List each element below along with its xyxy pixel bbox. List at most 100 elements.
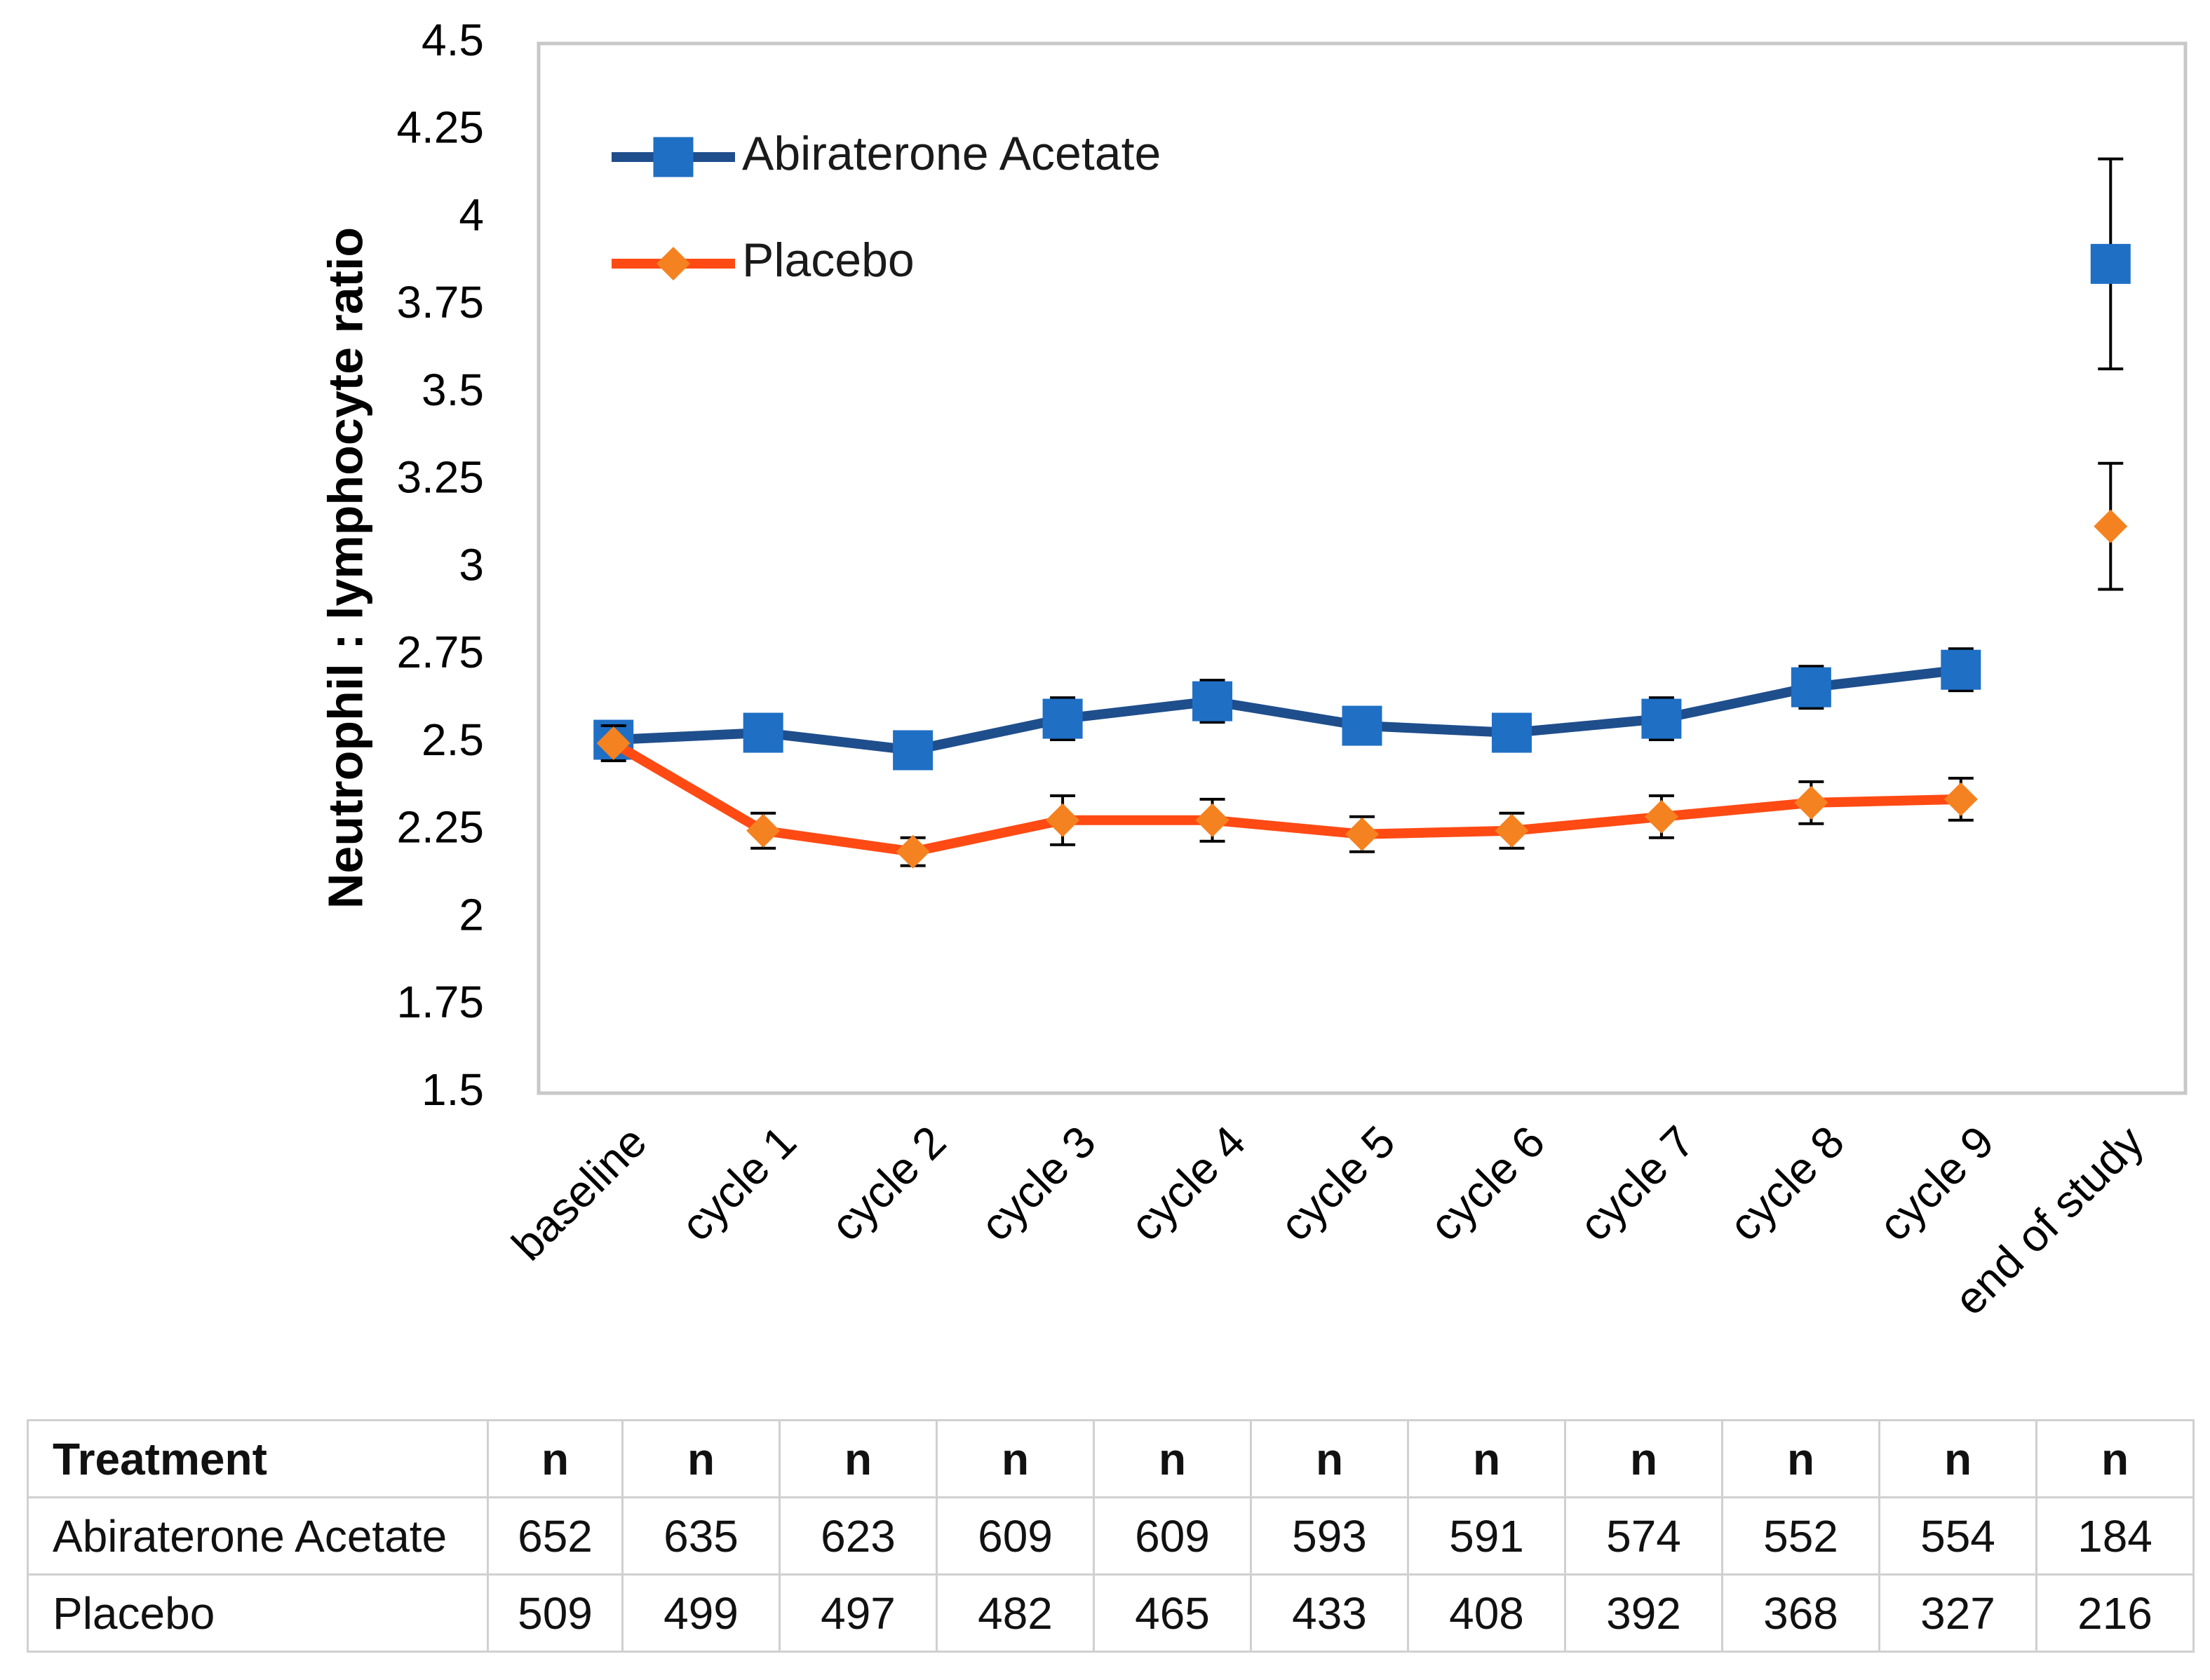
data-point — [1195, 803, 1229, 837]
table-cell: 652 — [487, 1496, 624, 1576]
legend-marker — [656, 247, 690, 280]
x-tick-label: cycle 4 — [1121, 1116, 1255, 1251]
y-tick-label: 2.25 — [396, 802, 484, 853]
table-row-label: Placebo — [27, 1573, 489, 1653]
series-placebo — [596, 461, 2128, 869]
data-point — [896, 834, 930, 869]
data-point — [596, 726, 631, 760]
y-axis-label: Neutrophil : lymphocyte ratio — [318, 227, 372, 909]
n-table-header-row: Treatment n n n n n n n n n n n — [27, 1419, 2195, 1498]
data-point — [1046, 803, 1080, 837]
legend: Abiraterone Acetate Placebo — [612, 127, 1161, 287]
table-header-n: n — [1564, 1419, 1723, 1498]
table-cell: 184 — [2035, 1496, 2195, 1576]
series-line — [613, 665, 1962, 755]
y-axis-ticks: 4.5 4.25 4 3.75 3.5 3.25 3 2.75 2.5 2.25 2 1.75 1.5 — [396, 15, 484, 1115]
data-point — [1794, 785, 1828, 820]
x-tick-label: baseline — [502, 1116, 656, 1270]
plot-area — [537, 41, 2188, 1095]
y-tick-label: 3.25 — [396, 452, 484, 503]
y-tick-label: 3.5 — [422, 365, 484, 415]
data-point — [1192, 681, 1233, 722]
table-cell: 433 — [1250, 1573, 1409, 1653]
legend-item: Abiraterone Acetate — [612, 127, 1161, 180]
table-header-n: n — [621, 1419, 781, 1498]
series-layer — [593, 157, 2131, 869]
data-point — [1491, 712, 1532, 753]
data-point — [1791, 667, 1831, 707]
table-cell: 482 — [936, 1573, 1095, 1653]
x-tick-label: cycle 2 — [821, 1116, 956, 1251]
y-tick-label: 2 — [459, 889, 484, 940]
y-tick-label: 4 — [459, 189, 484, 240]
table-cell: 368 — [1721, 1573, 1880, 1653]
n-table: Treatment n n n n n n n n n n n Abiraterone Acetate… — [27, 1419, 2195, 1653]
table-header-n: n — [1721, 1419, 1880, 1498]
y-tick-label: 1.75 — [396, 977, 484, 1027]
x-tick-label: cycle 1 — [671, 1116, 806, 1251]
data-point — [746, 813, 781, 848]
legend-item: Placebo — [612, 233, 915, 287]
table-header-n: n — [1878, 1419, 2037, 1498]
chart: 4.54.2543.753.53.2532.752.52.2521.751.5 … — [318, 15, 2188, 1325]
data-point — [1641, 698, 1682, 739]
data-point — [2094, 509, 2128, 543]
table-row: Placebo 509 499 497 482 465 433 408 392 368 327 216 — [27, 1573, 2195, 1653]
data-point — [1345, 817, 1379, 851]
table-header-n: n — [2035, 1419, 2195, 1498]
table-cell: 574 — [1564, 1496, 1723, 1576]
table-cell: 392 — [1564, 1573, 1723, 1653]
table-row-label: Abiraterone Acetate — [27, 1496, 489, 1576]
data-point — [2090, 243, 2131, 284]
data-point — [1941, 649, 1981, 690]
table-cell: 327 — [1878, 1573, 2037, 1653]
table-header-n: n — [487, 1419, 624, 1498]
y-tick-label: 4.25 — [396, 102, 484, 153]
y-tick-label: 1.5 — [422, 1064, 484, 1115]
table-cell: 623 — [779, 1496, 938, 1576]
series-line — [611, 738, 1961, 857]
table-cell: 408 — [1407, 1573, 1566, 1653]
x-tick-label: cycle 6 — [1420, 1116, 1554, 1251]
data-point — [1495, 813, 1529, 848]
x-tick-label: cycle 9 — [1869, 1116, 2004, 1251]
table-header-n: n — [936, 1419, 1095, 1498]
data-point — [1943, 782, 1978, 816]
y-tick-label: 2.5 — [422, 714, 484, 765]
x-tick-label: cycle 8 — [1719, 1116, 1854, 1251]
table-header-n: n — [1093, 1419, 1252, 1498]
x-tick-label: cycle 3 — [971, 1116, 1105, 1251]
y-tick-label: 2.75 — [396, 627, 484, 677]
table-cell: 497 — [779, 1573, 938, 1653]
table-cell: 609 — [1093, 1496, 1252, 1576]
table-header-n: n — [1250, 1419, 1409, 1498]
table-cell: 635 — [621, 1496, 781, 1576]
y-tick-label: 4.5 — [422, 15, 484, 65]
table-cell: 216 — [2035, 1573, 2195, 1653]
table-cell: 509 — [487, 1573, 624, 1653]
table-header-treatment: Treatment — [27, 1419, 489, 1498]
table-row: Abiraterone Acetate 652 635 623 609 609 593 591… — [27, 1496, 2195, 1576]
table-cell: 609 — [936, 1496, 1095, 1576]
table-cell: 554 — [1878, 1496, 2037, 1576]
x-tick-label: cycle 5 — [1270, 1116, 1405, 1251]
y-tick-label: 3 — [459, 539, 484, 590]
legend-label: Abiraterone Acetate — [742, 127, 1161, 180]
x-tick-label: cycle 7 — [1570, 1116, 1704, 1251]
legend-marker — [653, 137, 694, 177]
x-axis-ticks: baseline cycle 1 cycle 2 cycle 3 cycle 4 cycl… — [502, 1116, 2153, 1325]
legend-label: Placebo — [742, 233, 915, 287]
data-point — [1644, 799, 1678, 834]
table-cell: 593 — [1250, 1496, 1409, 1576]
table-cell: 591 — [1407, 1496, 1566, 1576]
data-point — [1042, 698, 1083, 739]
table-header-n: n — [1407, 1419, 1566, 1498]
table-cell: 499 — [621, 1573, 781, 1653]
y-tick-label: 3.75 — [396, 277, 484, 327]
table-header-n: n — [779, 1419, 938, 1498]
table-cell: 552 — [1721, 1496, 1880, 1576]
data-point — [1342, 705, 1382, 746]
data-point — [743, 712, 783, 753]
table-cell: 465 — [1093, 1573, 1252, 1653]
data-point — [893, 730, 934, 771]
